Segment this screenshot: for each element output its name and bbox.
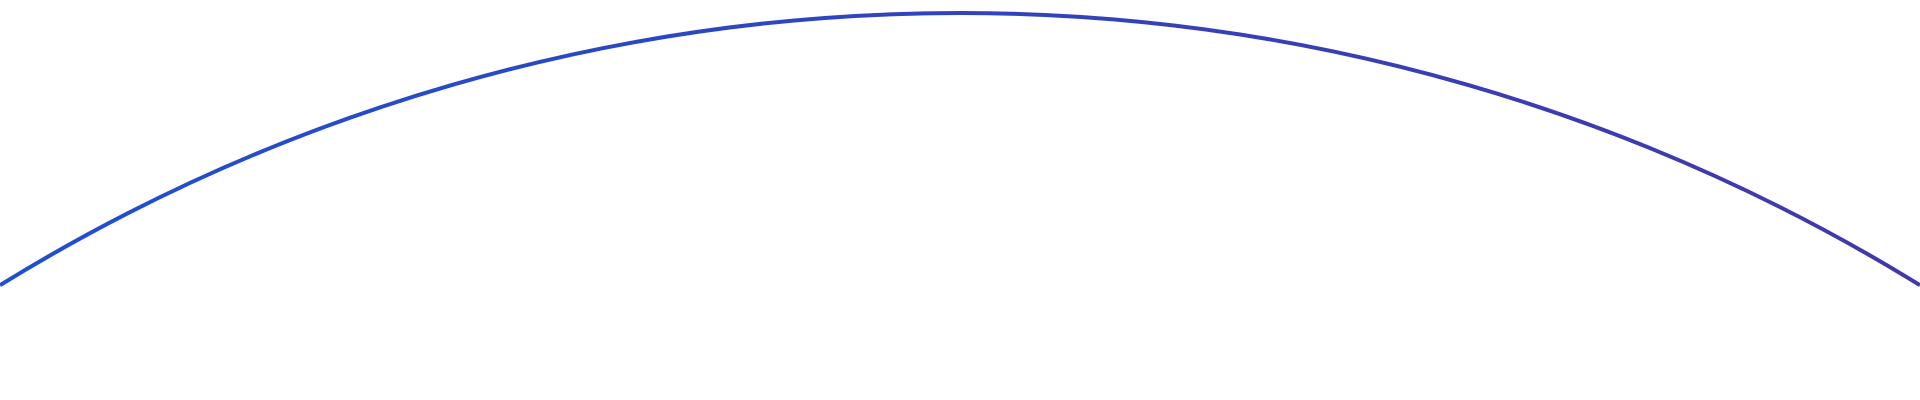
decorative-arc (0, 11, 1920, 287)
